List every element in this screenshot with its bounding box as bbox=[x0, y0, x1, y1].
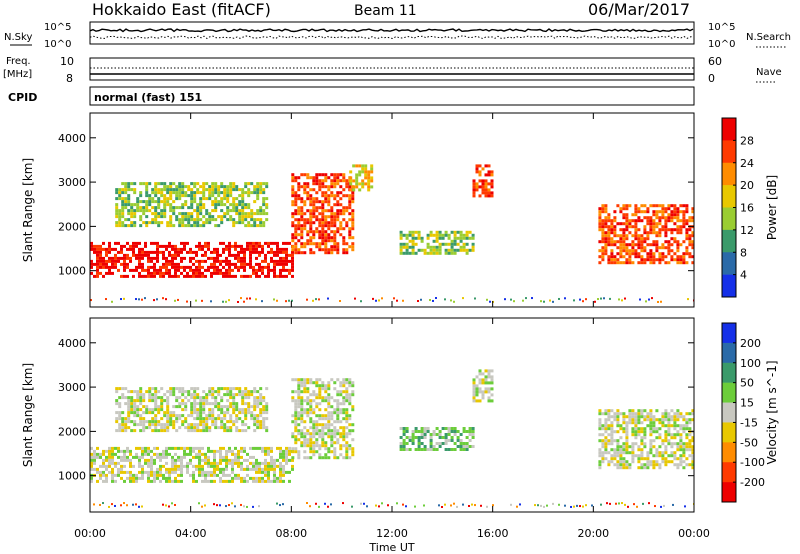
freq-tick-low: 8 bbox=[66, 72, 73, 85]
nsearch-label: N.Search bbox=[746, 32, 791, 43]
power-colorbar-seg-3 bbox=[722, 185, 736, 208]
power-data bbox=[90, 164, 694, 303]
power-colorbar-seg-1 bbox=[722, 140, 736, 164]
nsearch-line bbox=[89, 35, 694, 40]
velocity-region-3 bbox=[399, 427, 475, 451]
velocity-colorbar-seg-3 bbox=[722, 382, 736, 403]
power-plot: 1000 2000 3000 4000 Slant Range [km] bbox=[21, 112, 695, 308]
velocity-colorbar-tick-1: 100 bbox=[740, 357, 761, 370]
velocity-ytick-label-2: 3000 bbox=[58, 381, 86, 394]
nsearch-tick-high: 10^5 bbox=[708, 22, 735, 33]
nsky-panel: N.Sky 10^5 10^0 N.Search 10^5 10^0 bbox=[4, 21, 791, 50]
power-region-2 bbox=[291, 173, 355, 255]
power-colorbar-tick-4: 20 bbox=[740, 179, 754, 192]
power-ytick-label-2: 3000 bbox=[58, 176, 86, 189]
velocity-colorbar-seg-5 bbox=[722, 422, 736, 443]
velocity-ylabel: Slant Range [km] bbox=[21, 363, 35, 467]
power-region-5 bbox=[472, 164, 494, 198]
nsky-label: N.Sky bbox=[4, 32, 32, 43]
power-colorbar-tick-5: 24 bbox=[740, 157, 754, 170]
velocity-colorbar-seg-6 bbox=[722, 442, 736, 463]
cpid-panel: CPID normal (fast) 151 bbox=[8, 86, 695, 106]
velocity-colorbar-seg-1 bbox=[722, 342, 736, 364]
velocity-ytick-label-0: 1000 bbox=[58, 470, 86, 483]
cpid-label: CPID bbox=[8, 91, 37, 104]
power-ytick-label-3: 4000 bbox=[58, 132, 86, 145]
x-tick-label-6: 00:00 bbox=[678, 527, 710, 540]
nave-tick-low: 0 bbox=[708, 72, 715, 85]
velocity-colorbar-tick-2: 50 bbox=[740, 377, 754, 390]
power-colorbar-seg-6 bbox=[722, 252, 736, 275]
velocity-plot: 1000 2000 3000 4000 Slant Range [km] bbox=[21, 317, 695, 513]
power-colorbar-seg-7 bbox=[722, 274, 736, 298]
power-colorbar-tick-3: 16 bbox=[740, 202, 754, 215]
freq-label: Freq. bbox=[6, 56, 31, 67]
x-axis: 00:00 04:00 08:00 12:00 16:00 20:00 00:00 bbox=[74, 527, 710, 540]
date-title: 06/Mar/2017 bbox=[588, 0, 690, 19]
freq-panel: Freq. [MHz] 10 8 Nave 60 0 bbox=[3, 55, 782, 85]
x-tick-label-1: 04:00 bbox=[175, 527, 207, 540]
velocity-colorbar-seg-4 bbox=[722, 402, 736, 423]
power-ground-scatter bbox=[90, 297, 694, 303]
nsky-tick-low: 10^0 bbox=[44, 39, 71, 50]
power-region-4 bbox=[399, 230, 475, 255]
power-region-1 bbox=[115, 182, 269, 228]
x-tick-label-5: 20:00 bbox=[577, 527, 609, 540]
x-tick-label-2: 08:00 bbox=[275, 527, 307, 540]
power-ylabel: Slant Range [km] bbox=[21, 158, 35, 262]
velocity-region-1 bbox=[115, 387, 269, 433]
velocity-colorbar-label: Velocity [m s^-1] bbox=[765, 360, 779, 464]
power-region-3 bbox=[349, 164, 374, 192]
velocity-region-4 bbox=[472, 369, 494, 403]
nsky-line bbox=[89, 28, 694, 33]
velocity-colorbar-tick-7: -200 bbox=[740, 476, 765, 489]
velocity-colorbar-tick-4: -15 bbox=[740, 416, 758, 429]
x-tick-label-0: 00:00 bbox=[74, 527, 106, 540]
freq-unit: [MHz] bbox=[3, 69, 32, 80]
power-colorbar-tick-2: 12 bbox=[740, 224, 754, 237]
power-region-6 bbox=[598, 204, 694, 265]
power-region-0 bbox=[90, 241, 294, 278]
power-colorbar-tick-1: 8 bbox=[740, 246, 747, 259]
velocity-colorbar-seg-8 bbox=[722, 482, 736, 503]
x-tick-label-3: 12:00 bbox=[376, 527, 408, 540]
velocity-region-5 bbox=[598, 409, 694, 470]
nave-tick-high: 60 bbox=[708, 55, 722, 68]
velocity-ground-scatter bbox=[93, 502, 694, 508]
velocity-colorbar-seg-7 bbox=[722, 462, 736, 483]
power-ytick-label-1: 2000 bbox=[58, 220, 86, 233]
power-colorbar-tick-6: 28 bbox=[740, 134, 754, 147]
power-colorbar-seg-4 bbox=[722, 207, 736, 231]
x-tick-label-4: 16:00 bbox=[477, 527, 509, 540]
power-ytick-label-0: 1000 bbox=[58, 265, 86, 278]
velocity-colorbar-seg-0 bbox=[722, 323, 736, 344]
velocity-region-2 bbox=[291, 378, 355, 460]
velocity-colorbar-seg-2 bbox=[722, 362, 736, 383]
x-axis-label: Time UT bbox=[368, 541, 414, 554]
nsky-tick-high: 10^5 bbox=[44, 22, 71, 33]
station-title: Hokkaido East (fitACF) bbox=[92, 0, 271, 19]
velocity-data bbox=[90, 369, 694, 508]
power-colorbar-tick-0: 4 bbox=[740, 269, 747, 282]
power-colorbar-label: Power [dB] bbox=[765, 175, 779, 240]
velocity-region-0 bbox=[90, 446, 294, 483]
power-colorbar-seg-5 bbox=[722, 229, 736, 253]
velocity-colorbar-tick-5: -50 bbox=[740, 436, 758, 449]
power-colorbar-seg-0 bbox=[722, 118, 736, 141]
power-colorbar: 4 8 12 16 20 24 28 Power [dB] bbox=[721, 117, 779, 298]
velocity-colorbar-tick-6: -100 bbox=[740, 456, 765, 469]
velocity-ytick-label-3: 4000 bbox=[58, 337, 86, 350]
nsearch-tick-low: 10^0 bbox=[708, 39, 735, 50]
velocity-ytick-label-1: 2000 bbox=[58, 425, 86, 438]
freq-tick-high: 10 bbox=[60, 55, 74, 68]
power-colorbar-seg-2 bbox=[722, 162, 736, 186]
velocity-colorbar-tick-0: 200 bbox=[740, 337, 761, 350]
beam-title: Beam 11 bbox=[354, 3, 417, 19]
velocity-colorbar-tick-3: 15 bbox=[740, 397, 754, 410]
nave-label: Nave bbox=[756, 67, 782, 78]
cpid-value: normal (fast) 151 bbox=[94, 91, 202, 104]
